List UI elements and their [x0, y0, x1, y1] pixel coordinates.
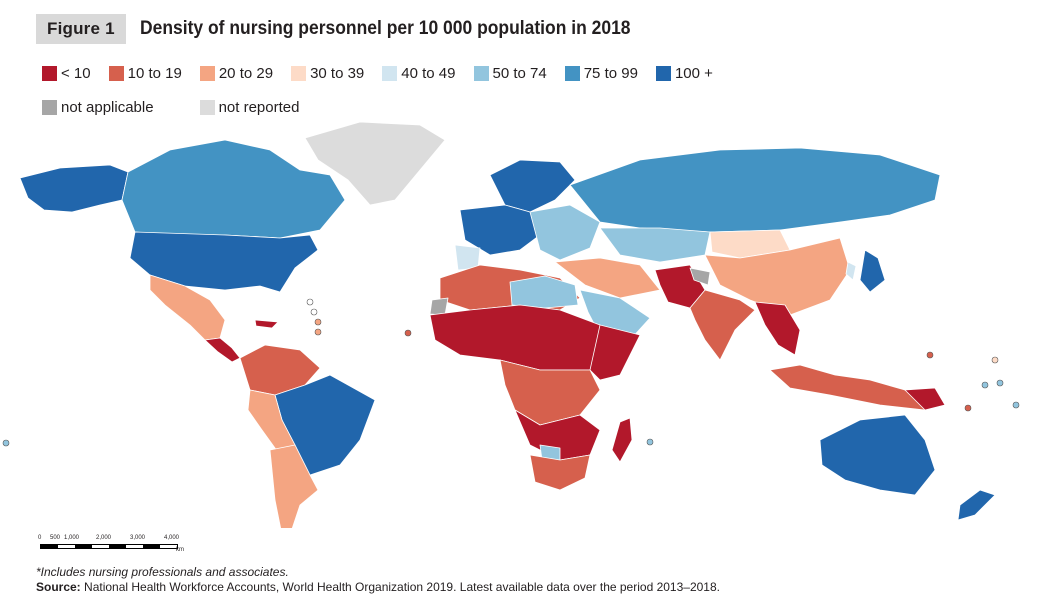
region-greenland: [304, 121, 446, 206]
island-marker: [981, 381, 989, 389]
legend-item-75-99: 75 to 99: [564, 64, 638, 82]
source-text: National Health Workforce Accounts, Worl…: [80, 580, 720, 594]
legend-label: 20 to 29: [218, 64, 274, 82]
legend-item-50-74: 50 to 74: [473, 64, 547, 82]
region-horn: [589, 324, 641, 381]
legend-item-lt10: < 10: [42, 64, 91, 82]
scale-unit: km: [176, 547, 184, 553]
region-kashmir: [689, 267, 711, 286]
region-scandinavia: [489, 159, 576, 213]
island-marker: [964, 404, 972, 412]
region-sahel: [429, 304, 616, 371]
map-legend: < 10 10 to 19 20 to 29 30 to 39 40 to 49…: [42, 64, 802, 116]
region-myanmar-indochina: [754, 301, 801, 356]
legend-swatch: [42, 99, 57, 115]
scale-tick: 2,000: [96, 535, 112, 541]
legend-label: 75 to 99: [583, 64, 638, 82]
region-korea: [845, 261, 857, 281]
island-marker: [991, 356, 999, 364]
region-alaska: [19, 164, 129, 213]
legend-label: 30 to 39: [310, 64, 365, 82]
legend-item-40-49: 40 to 49: [382, 64, 456, 82]
island-marker: [314, 328, 322, 336]
legend-swatch: [655, 65, 671, 81]
region-south-africa: [529, 454, 591, 491]
figure-header: Figure 1 Density of nursing personnel pe…: [36, 14, 673, 44]
region-western-sahara: [429, 297, 449, 316]
legend-label: not applicable: [61, 98, 154, 116]
region-madagascar: [611, 417, 633, 463]
legend-item-10-19: 10 to 19: [108, 64, 182, 82]
scale-bar-graphic: [40, 544, 178, 549]
scale-tick: 3,000: [130, 535, 146, 541]
legend-swatch: [473, 65, 489, 81]
source-label: Source:: [36, 580, 81, 594]
region-china: [704, 237, 851, 316]
figure-label: Figure 1: [36, 14, 126, 44]
world-map: [2, 121, 1020, 528]
region-central-america: [204, 337, 241, 363]
region-southern-africa-red: [514, 409, 601, 461]
legend-label: 40 to 49: [401, 64, 456, 82]
region-papua: [904, 387, 946, 411]
region-central-africa: [499, 359, 601, 426]
region-russia: [569, 147, 941, 233]
legend-item-not-applicable: not applicable: [42, 98, 154, 116]
island-marker: [996, 379, 1004, 387]
island-marker: [404, 329, 412, 337]
legend-item-100-plus: 100 +: [655, 64, 713, 82]
island-marker: [646, 438, 654, 446]
legend-label: not reported: [218, 98, 300, 116]
region-japan: [859, 249, 886, 293]
legend-item-30-39: 30 to 39: [291, 64, 364, 82]
legend-item-20-29: 20 to 29: [199, 64, 274, 82]
scale-tick: 1,000: [64, 535, 80, 541]
legend-swatch: [199, 65, 215, 81]
region-australia: [819, 414, 936, 496]
island-marker: [314, 318, 322, 326]
source-line: Source: National Health Workforce Accoun…: [36, 580, 720, 594]
island-marker: [306, 298, 314, 306]
region-new-zealand: [957, 489, 996, 521]
legend-label: 10 to 19: [127, 64, 182, 82]
region-india: [689, 289, 756, 361]
legend-swatch: [564, 65, 580, 81]
region-caribbean: [254, 319, 279, 329]
region-turkey-iran: [554, 257, 661, 299]
footnote: *Includes nursing professionals and asso…: [36, 565, 289, 579]
legend-swatch: [199, 99, 215, 115]
region-libya-egypt: [509, 275, 579, 309]
region-kazakhstan: [599, 227, 711, 263]
legend-swatch: [42, 65, 57, 81]
legend-swatch: [291, 65, 307, 81]
region-chile-argentina: [269, 444, 319, 528]
scale-tick: 0: [38, 535, 42, 541]
legend-swatch: [108, 65, 124, 81]
scale-bar: 0 500 1,000 2,000 3,000 4,000 km: [36, 535, 186, 556]
region-eastern-europe: [529, 204, 601, 261]
legend-label: < 10: [61, 64, 91, 82]
island-marker: [310, 308, 318, 316]
legend-item-not-reported: not reported: [199, 98, 300, 116]
scale-tick: 4,000: [164, 535, 180, 541]
island-marker: [926, 351, 934, 359]
legend-label: 50 to 74: [492, 64, 547, 82]
island-marker: [2, 439, 10, 447]
region-canada: [121, 139, 346, 239]
figure-title: Density of nursing personnel per 10 000 …: [139, 18, 631, 39]
scale-tick: 500: [50, 535, 61, 541]
region-western-europe: [459, 204, 541, 256]
region-indonesia: [769, 364, 931, 411]
legend-swatch: [382, 65, 398, 81]
island-marker: [1012, 401, 1020, 409]
legend-label: 100 +: [674, 64, 713, 82]
